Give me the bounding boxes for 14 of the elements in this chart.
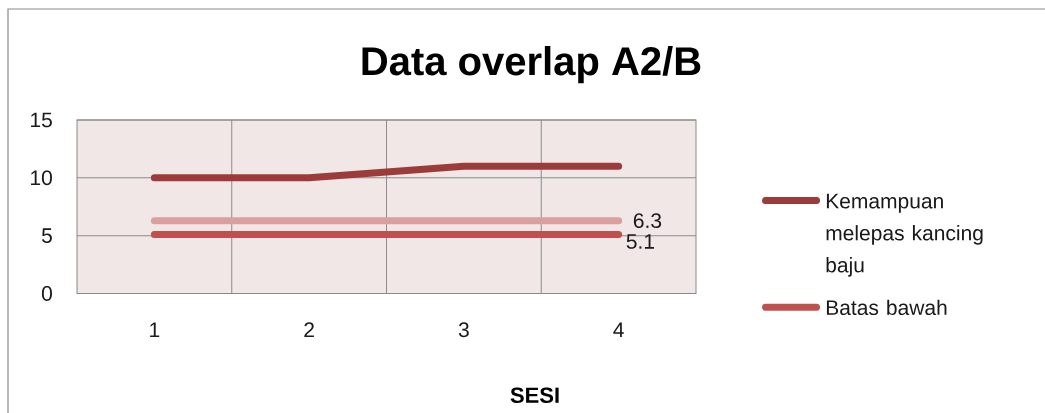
data-label: 6.3 [633,213,662,229]
x-tick-label: 2 [304,322,314,337]
legend-label: Kemampuan melepas kancing baju [826,193,983,277]
x-tick-label: 1 [150,322,160,337]
chart-title: Data overlap A2/B [362,46,701,84]
y-tick-label: 15 [31,112,52,128]
y-tick-label: 0 [41,286,52,301]
y-tick-label: 10 [31,170,52,186]
x-tick-label: 4 [613,322,624,337]
data-label: 5.1 [626,234,654,249]
x-tick-label: 3 [458,322,469,338]
legend-label: Batas bawah [826,299,947,316]
x-axis-title: SESI [510,387,559,404]
y-tick-label: 5 [41,228,52,243]
